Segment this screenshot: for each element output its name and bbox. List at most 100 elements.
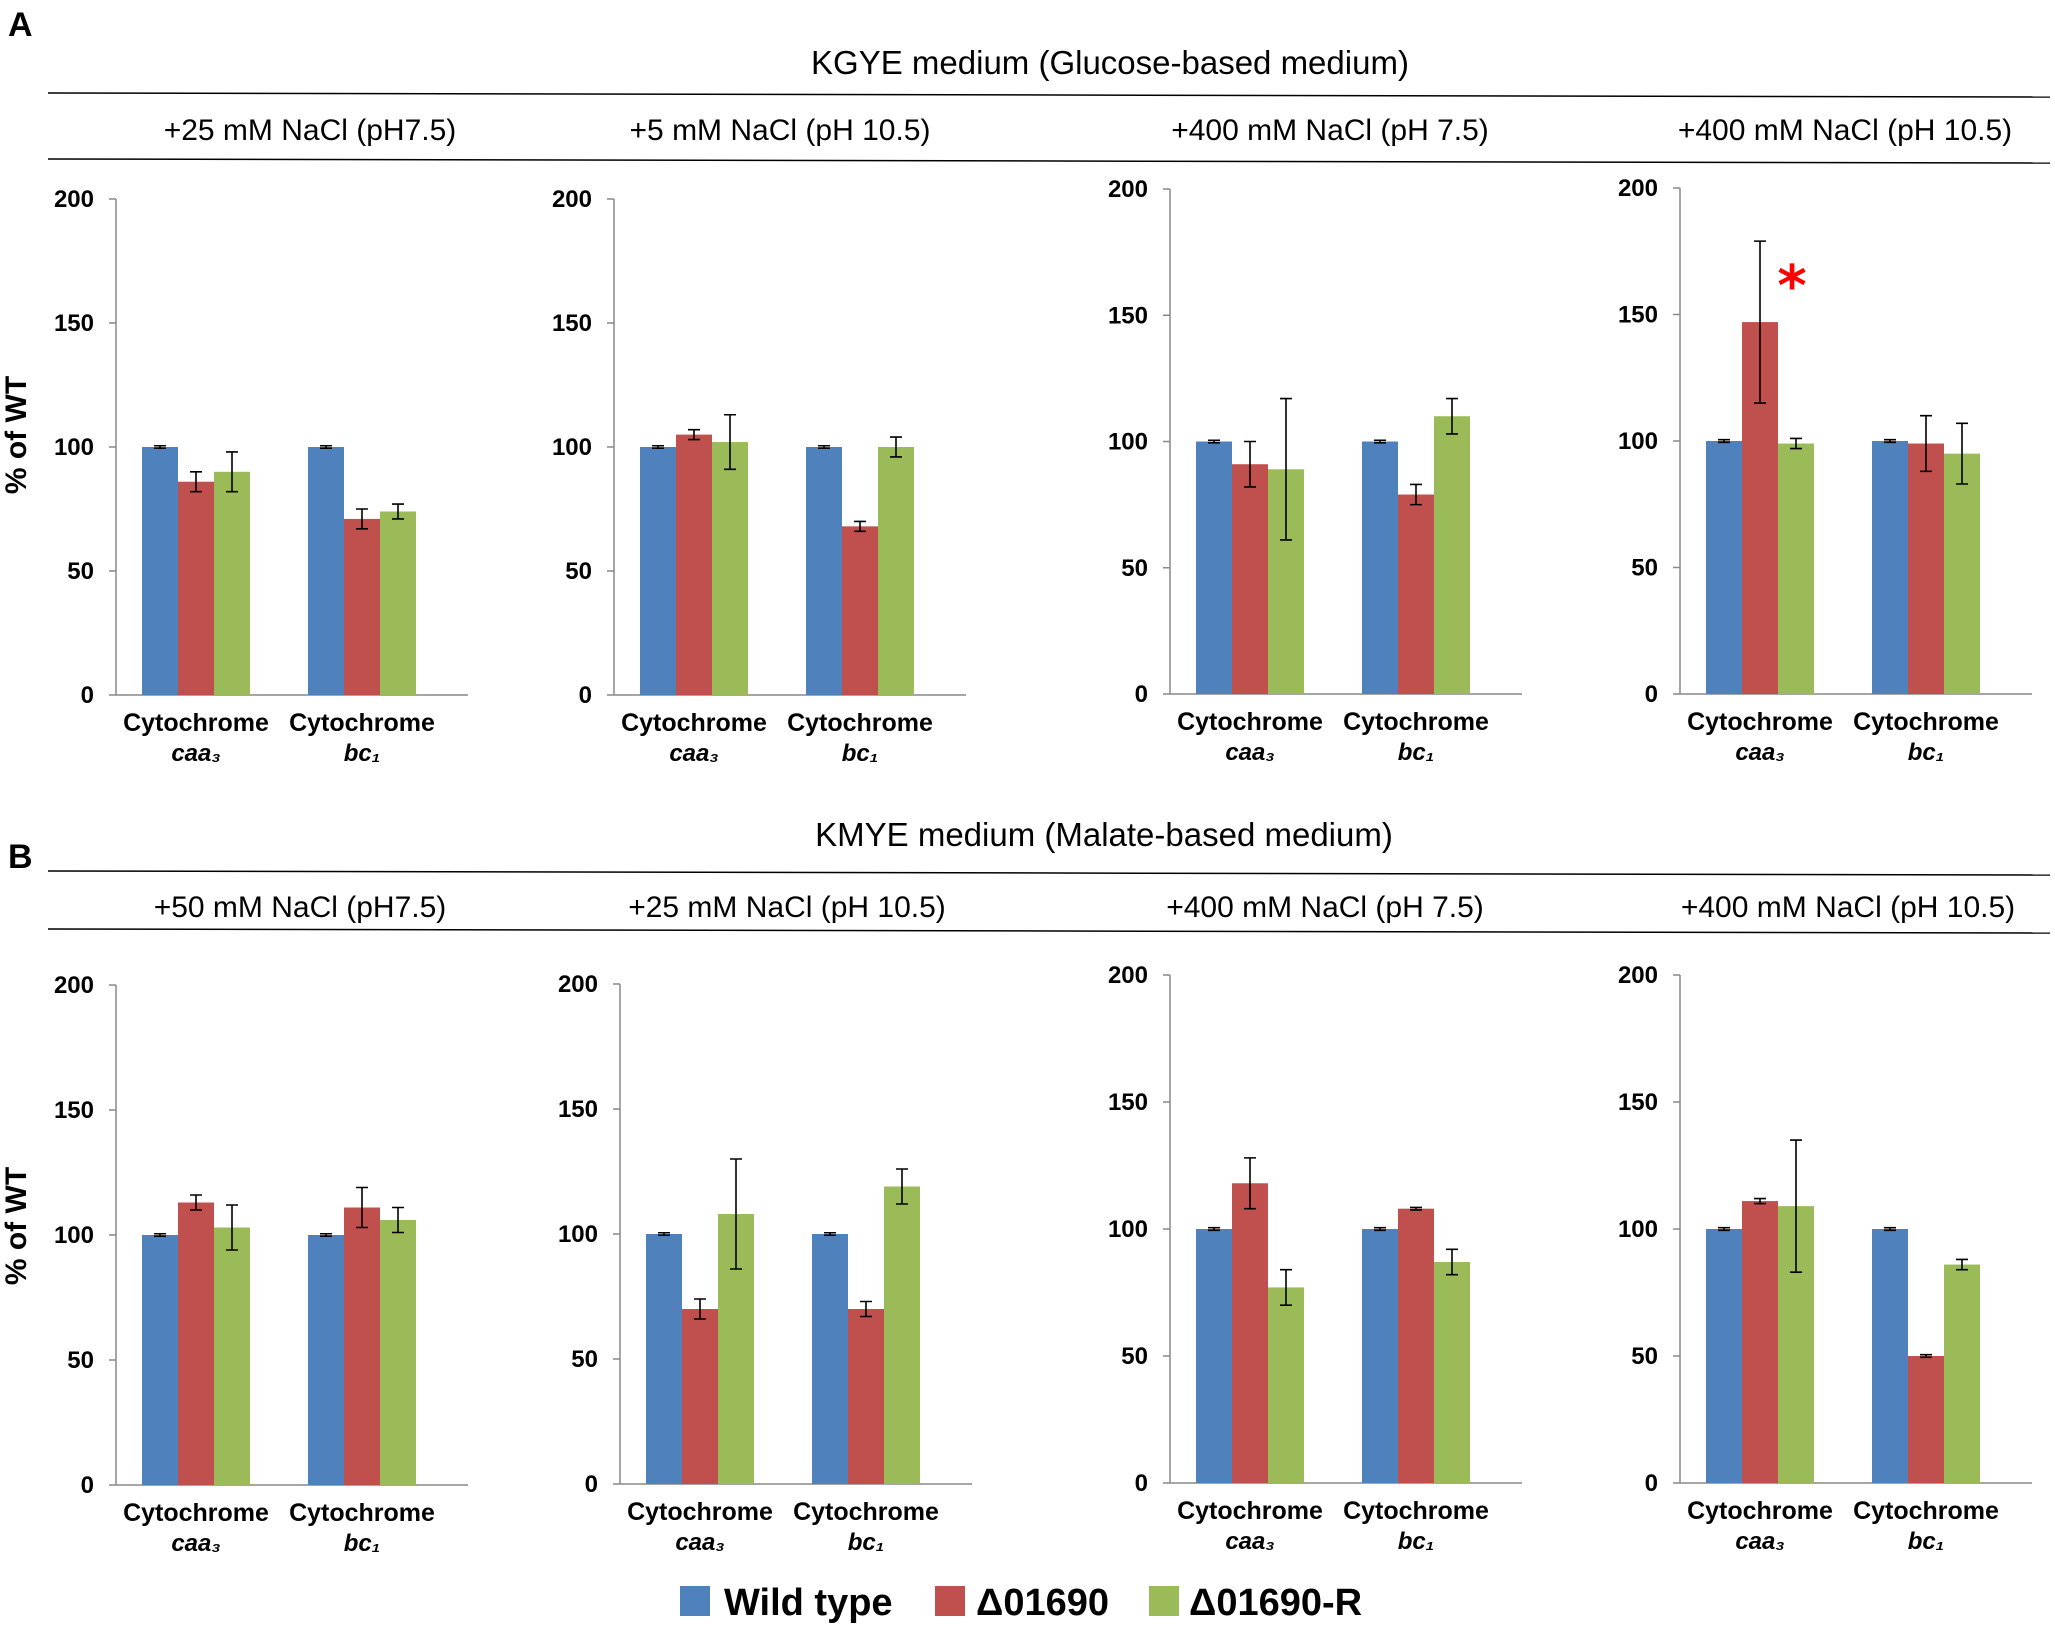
bar-wild-type [646, 1234, 682, 1484]
category-label: Cytochrome [1343, 1497, 1489, 1525]
y-tick-label: 200 [54, 186, 94, 213]
bar--01690 [344, 518, 380, 695]
medium-title-a: KGYE medium (Glucose-based medium) [811, 44, 1409, 81]
y-tick-label: 0 [1645, 681, 1658, 708]
category-label: Cytochrome [289, 1499, 435, 1527]
header-rule-b-bottom [47, 928, 2051, 934]
y-tick-label: 0 [1135, 681, 1148, 708]
bar-wild-type [1362, 1229, 1398, 1483]
bar--01690 [1398, 494, 1434, 694]
error-bar [1410, 1206, 1422, 1211]
category-sublabel: caa₃ [1225, 1528, 1274, 1555]
chart-title: +400 mM NaCl (pH 10.5) [1681, 891, 2015, 924]
chart-title: +5 mM NaCl (pH 10.5) [630, 114, 931, 147]
category-sublabel: caa₃ [1735, 739, 1784, 766]
bar-wild-type [1362, 441, 1398, 694]
bar-wild-type [142, 1235, 178, 1485]
error-bar [1280, 1268, 1292, 1306]
error-bar [658, 1231, 670, 1237]
y-tick-label: 150 [1108, 302, 1148, 329]
chart-3: +400 mM NaCl (pH 7.5) 0 50 100 150 200 Cytochr… [1108, 114, 1522, 766]
legend-label-wild-type: Wild type [724, 1582, 893, 1624]
error-bar [1244, 440, 1256, 488]
error-bar [1718, 438, 1730, 444]
bar-wild-type [812, 1234, 848, 1484]
error-bar [392, 503, 404, 520]
error-bar [226, 451, 238, 493]
y-tick-label: 200 [1108, 176, 1148, 203]
category-label: Cytochrome [123, 1499, 269, 1527]
category-label: Cytochrome [123, 709, 269, 737]
bar--01690 [1232, 464, 1268, 694]
chart-title: +400 mM NaCl (pH 10.5) [1678, 114, 2012, 147]
y-tick-label: 200 [54, 972, 94, 999]
bar--01690-r [712, 442, 748, 695]
bar--01690 [682, 1309, 718, 1484]
y-tick-label: 50 [1631, 1343, 1658, 1370]
category-sublabel: caa₃ [171, 740, 220, 767]
bar--01690 [178, 481, 214, 695]
category-label: Cytochrome [1177, 708, 1323, 736]
bar--01690-r [1944, 1264, 1980, 1483]
category-sublabel: caa₃ [171, 1530, 220, 1557]
error-bar [1956, 1258, 1968, 1271]
error-bar [688, 428, 700, 441]
category-label: Cytochrome [1343, 708, 1489, 736]
chart-title: +400 mM NaCl (pH 7.5) [1171, 114, 1489, 147]
y-tick-label: 200 [1618, 175, 1658, 202]
panel-letter-b: B [8, 838, 33, 876]
category-sublabel: caa₃ [1225, 739, 1274, 766]
error-bar [730, 1158, 742, 1270]
error-bar [1244, 1157, 1256, 1210]
error-bar [1920, 1353, 1932, 1359]
y-tick-label: 100 [54, 1222, 94, 1249]
legend-label-d01690: Δ01690 [976, 1582, 1109, 1624]
error-bar [154, 444, 166, 450]
error-bar [896, 1168, 908, 1205]
bar--01690 [842, 526, 878, 695]
error-bar [1884, 438, 1896, 444]
error-bar [1754, 240, 1766, 404]
bar--01690-r [884, 1186, 920, 1484]
error-bar [1374, 439, 1386, 444]
chart-2: +5 mM NaCl (pH 10.5) 0 50 100 150 200 Cytochro… [552, 114, 966, 767]
error-bar [1410, 483, 1422, 506]
y-tick-label: 200 [1618, 962, 1658, 989]
chart-4: +400 mM NaCl (pH 10.5) 0 50 100 150 200 Cytoch… [1618, 114, 2032, 766]
chart-7: +400 mM NaCl (pH 7.5) 0 50 100 150 200 Cytochr… [1108, 891, 1522, 1555]
bar--01690 [848, 1309, 884, 1484]
error-bar [860, 1300, 872, 1318]
bar-wild-type [806, 447, 842, 695]
bar--01690-r [380, 511, 416, 695]
category-sublabel: bc₁ [1398, 1528, 1434, 1555]
category-sublabel: bc₁ [344, 740, 380, 767]
y-tick-label: 150 [54, 1097, 94, 1124]
charts: +25 mM NaCl (pH7.5) 0 50 100 150 200 Cytochrom… [54, 114, 2032, 1557]
y-tick-label: 100 [1108, 429, 1148, 456]
y-tick-label: 50 [571, 1346, 598, 1373]
error-bar [190, 1194, 202, 1211]
bar--01690 [344, 1207, 380, 1485]
chart-5: +50 mM NaCl (pH7.5) 0 50 100 150 200 Cytochrom… [54, 891, 468, 1557]
error-bar [190, 471, 202, 493]
chart-title: +50 mM NaCl (pH7.5) [154, 891, 447, 924]
bar-wild-type [142, 447, 178, 695]
bar--01690-r [1434, 416, 1470, 694]
y-tick-label: 150 [1618, 302, 1658, 329]
bar--01690 [1742, 1201, 1778, 1483]
error-bar [1790, 1139, 1802, 1273]
bar--01690-r [380, 1220, 416, 1485]
panel-a-header: A KGYE medium (Glucose-based medium) [8, 6, 2051, 164]
y-tick-label: 100 [1618, 1216, 1658, 1243]
category-label: Cytochrome [1687, 708, 1833, 736]
error-bar [1208, 439, 1220, 444]
error-bar [1374, 1226, 1386, 1232]
category-sublabel: bc₁ [1908, 739, 1944, 766]
category-sublabel: caa₃ [669, 740, 718, 767]
y-tick-label: 50 [1631, 555, 1658, 582]
bar-wild-type [1196, 441, 1232, 694]
error-bar [1446, 1248, 1458, 1276]
legend-label-d01690-r: Δ01690-R [1189, 1582, 1362, 1624]
bar-wild-type [640, 447, 676, 695]
